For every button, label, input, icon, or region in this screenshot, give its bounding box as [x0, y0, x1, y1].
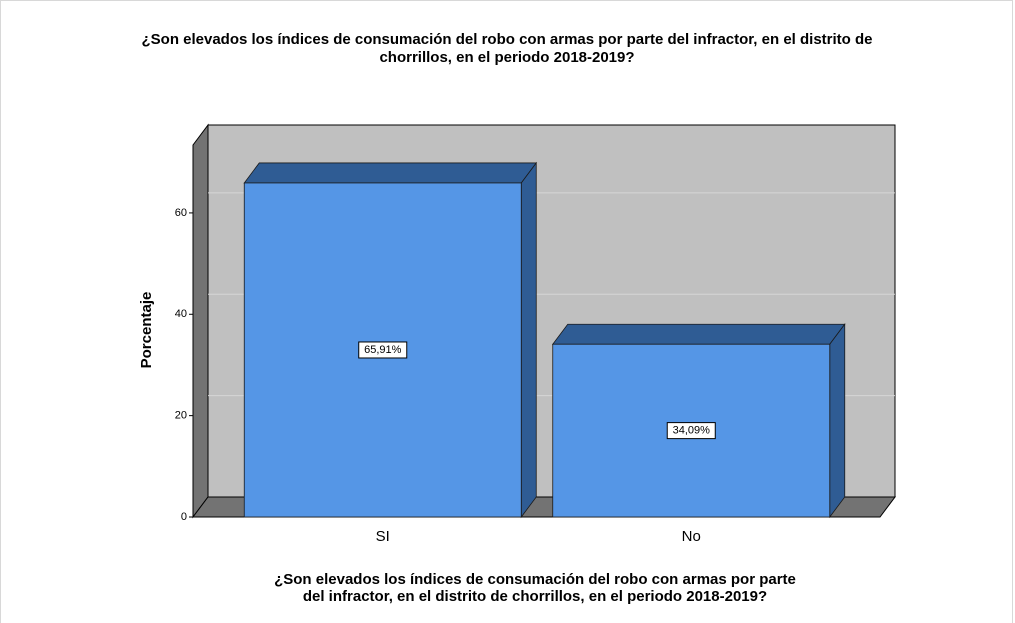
y-axis-label: Porcentaje: [138, 292, 155, 369]
bar-side: [520, 161, 537, 519]
side-wall: [192, 123, 209, 519]
value-label: 34,09%: [673, 425, 711, 437]
bar-top: [243, 162, 538, 184]
y-tick-label: 40: [175, 308, 187, 320]
x-tick-label: SI: [376, 528, 390, 545]
value-label-box: [358, 341, 408, 359]
x-axis-label: del infractor, en el distrito de chorril…: [303, 588, 767, 605]
x-tick-label: No: [682, 528, 701, 545]
x-axis-label: ¿Son elevados los índices de consumación…: [274, 571, 796, 588]
y-tick-label: 0: [181, 511, 187, 523]
value-label-box: [666, 422, 716, 440]
y-tick-label: 60: [175, 207, 187, 219]
bar-top: [551, 323, 846, 345]
chart-title: ¿Son elevados los índices de consumación…: [141, 31, 872, 48]
chart-title: chorrillos, en el periodo 2018-2019?: [379, 49, 634, 66]
bar-side: [829, 323, 846, 519]
value-label: 65,91%: [364, 344, 402, 356]
y-tick-label: 20: [175, 410, 187, 422]
bar: [552, 343, 831, 518]
